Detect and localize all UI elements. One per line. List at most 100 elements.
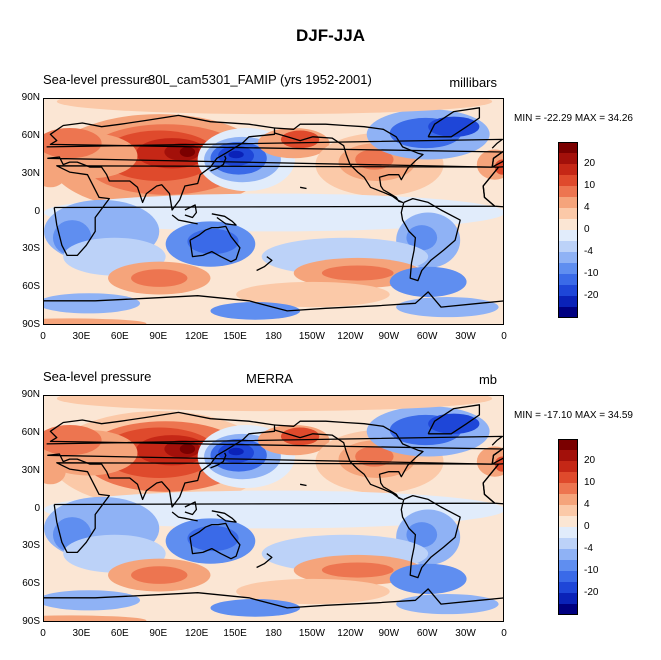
colorbar-swatch [558, 439, 578, 450]
colorbar-swatch [558, 219, 578, 230]
coastline [427, 404, 481, 435]
pressure-anomaly-contour [187, 228, 239, 255]
coastline [256, 553, 273, 569]
coastline [46, 435, 503, 446]
lon-tick-label: 60E [110, 331, 129, 342]
colorbar-tick-label: 10 [584, 180, 596, 191]
pressure-anomaly-contour [56, 99, 493, 115]
coastline [482, 463, 503, 505]
lon-tick-label: 30W [455, 331, 476, 342]
coastline [211, 213, 237, 226]
pressure-anomaly-contour [44, 318, 147, 324]
lon-tick-label: 0 [40, 628, 46, 639]
pressure-anomaly-contour [428, 116, 480, 137]
colorbar-tick-label: -10 [584, 268, 599, 279]
pressure-anomaly-contour [428, 413, 480, 434]
lon-tick-label: 60E [110, 628, 129, 639]
colorbar-tick-label: 4 [584, 499, 590, 510]
colorbar-swatch [558, 307, 578, 318]
lon-tick-label: 120W [337, 628, 364, 639]
colorbar-swatch [558, 494, 578, 505]
colorbar-swatch [558, 263, 578, 274]
coastline [274, 123, 424, 204]
colorbar-tick-label: 10 [584, 477, 596, 488]
panel2-map [43, 395, 504, 622]
colorbar-swatch [558, 582, 578, 593]
colorbar-tick-label: 0 [584, 224, 590, 235]
panel2-left-label: Sea-level pressure [43, 369, 152, 384]
colorbar-tick-label: 20 [584, 158, 596, 169]
pressure-anomaly-contour [406, 225, 438, 251]
lat-tick-label: 90S [22, 319, 40, 330]
figure-title: DJF-JJA [296, 26, 365, 45]
lat-tick-label: 0 [34, 502, 40, 514]
panel2-center-label: MERRA [246, 371, 293, 386]
coastline [189, 522, 241, 560]
colorbar-swatch [558, 538, 578, 549]
colorbar-swatch [558, 230, 578, 241]
lon-tick-label: 180 [265, 331, 282, 342]
coastline [44, 291, 503, 312]
colorbar-swatch [558, 527, 578, 538]
pressure-anomaly-contour [389, 563, 467, 594]
lon-tick-label: 30W [455, 628, 476, 639]
pressure-anomaly-contour [44, 293, 141, 314]
panel1-minmax: MIN = -22.29 MAX = 34.26 [514, 113, 633, 124]
coastline [46, 138, 503, 149]
coastline [171, 214, 198, 225]
lat-tick-label: 60N [21, 129, 40, 141]
coastline [47, 114, 503, 211]
colorbar-swatch [558, 604, 578, 615]
colorbar-swatch [558, 560, 578, 571]
coastline [400, 494, 461, 579]
pressure-anomaly-contour [236, 578, 390, 605]
colorbar-tick-label: 20 [584, 455, 596, 466]
lat-tick-label: 60S [22, 578, 40, 590]
pressure-anomaly-contour [44, 459, 66, 485]
colorbar-swatch [558, 472, 578, 483]
colorbar-swatch [558, 483, 578, 494]
lon-tick-label: 90E [149, 628, 168, 639]
lon-tick-label: 150E [223, 628, 247, 639]
panel2-units: mb [478, 372, 497, 387]
lat-tick-label: 0 [34, 205, 40, 217]
colorbar-swatch [558, 571, 578, 582]
pressure-anomaly-contour [476, 446, 503, 477]
panel1-left-label: Sea-level pressure [43, 72, 152, 87]
colorbar-swatch [558, 164, 578, 175]
lon-tick-label: 150W [298, 628, 325, 639]
colorbar-swatch [558, 285, 578, 296]
lat-tick-label: 30S [22, 540, 40, 552]
coastline [256, 256, 273, 272]
panel1-map [43, 98, 504, 325]
colorbar-tick-label: -20 [584, 587, 599, 598]
lon-tick-label: 0 [40, 331, 46, 342]
coastline [299, 186, 307, 190]
colorbar-swatch [558, 197, 578, 208]
colorbar-swatch [558, 516, 578, 527]
colorbar-swatch [558, 450, 578, 461]
pressure-anomaly-contour [44, 425, 102, 456]
lat-tick-label: 60N [21, 426, 40, 438]
coastline [171, 511, 198, 522]
coastline [400, 197, 461, 282]
coastline [44, 588, 503, 609]
pressure-anomaly-contour [187, 525, 239, 552]
colorbar-swatch [558, 505, 578, 516]
lat-tick-label: 90N [21, 92, 40, 103]
coastline [210, 155, 227, 172]
coastline [184, 204, 198, 219]
coastline [211, 510, 237, 523]
lon-tick-label: 120E [184, 628, 209, 639]
colorbar-swatch [558, 593, 578, 604]
pressure-anomaly-contour [44, 128, 102, 159]
pressure-anomaly-contour [210, 599, 301, 617]
lon-tick-label: 60W [416, 331, 438, 342]
pressure-anomaly-contour [389, 266, 467, 297]
colorbar-swatch [558, 252, 578, 263]
coastline [427, 107, 481, 138]
pressure-anomaly-contour [44, 490, 503, 529]
coastline [189, 225, 241, 263]
lat-tick-label: 30S [22, 243, 40, 255]
lon-tick-label: 90E [149, 331, 168, 342]
